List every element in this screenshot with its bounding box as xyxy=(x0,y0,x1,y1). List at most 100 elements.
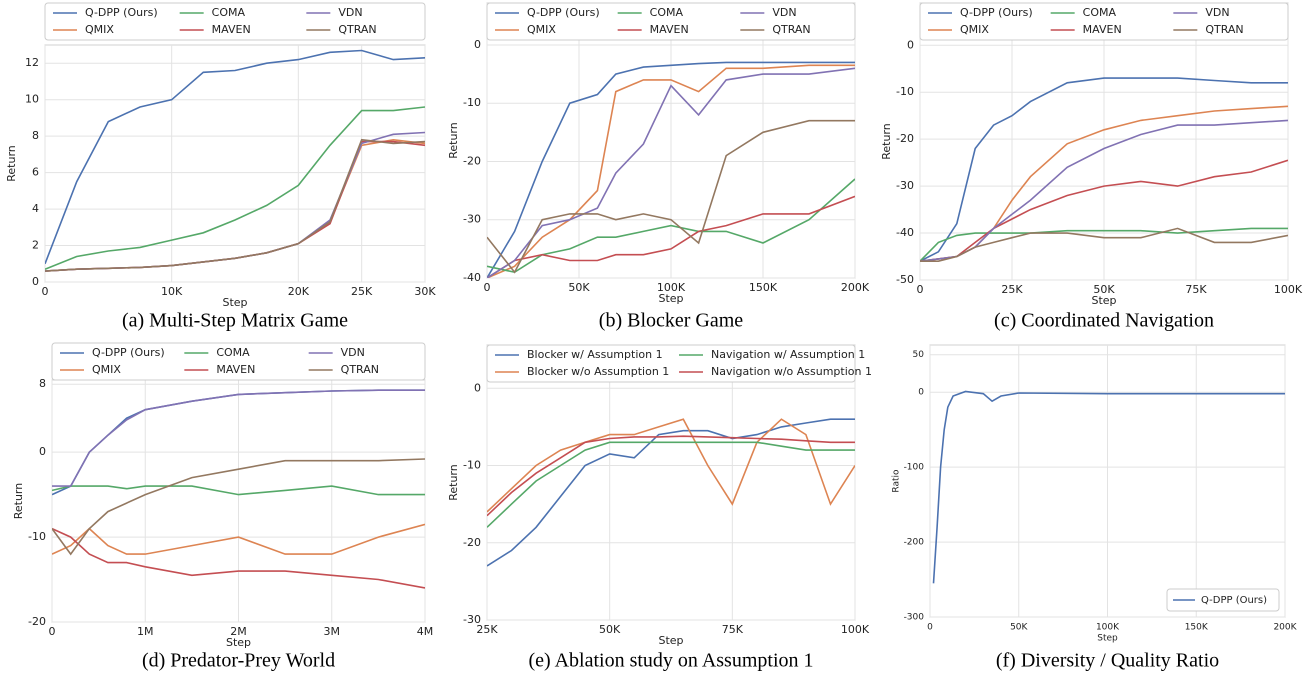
y-tick-label: 0 xyxy=(39,445,46,458)
x-axis-label: Step xyxy=(658,292,683,305)
x-tick-label: 1M xyxy=(137,625,154,638)
legend-label: VDN xyxy=(341,346,365,359)
x-tick-label: 3M xyxy=(324,625,341,638)
x-tick-label: 150K xyxy=(1185,623,1209,633)
series-line xyxy=(487,64,855,278)
series-line xyxy=(45,106,425,270)
x-axis-label: Step xyxy=(658,634,683,647)
x-tick-label: 100K xyxy=(657,281,686,294)
legend-label: MAVEN xyxy=(650,23,689,36)
legend-label: COMA xyxy=(212,6,246,19)
legend-box xyxy=(1166,588,1280,612)
y-tick-label: -300 xyxy=(904,613,925,623)
legend-label: Q-DPP (Ours) xyxy=(85,6,158,19)
panel: 0 2 4 6 8 10 12 0 10K 20K 25K 30K Step Return (a) Mult… xyxy=(5,2,436,332)
legend-label: VDN xyxy=(1205,6,1229,19)
x-tick-label: 0 xyxy=(484,281,491,294)
series-line xyxy=(487,441,855,528)
y-tick-label: -100 xyxy=(904,463,925,473)
x-tick-label: 75K xyxy=(722,623,744,636)
caption: (b) Blocker Game xyxy=(599,310,744,332)
y-tick-label: -30 xyxy=(463,613,481,626)
legend-label: COMA xyxy=(1083,6,1117,19)
x-tick-label: 50K xyxy=(1010,623,1028,633)
y-tick-label: 0 xyxy=(474,381,481,394)
x-tick-label: 50K xyxy=(599,623,621,636)
x-tick-label: 0 xyxy=(927,623,933,633)
caption: (d) Predator-Prey World xyxy=(142,650,335,672)
y-tick-label: -20 xyxy=(28,615,46,628)
legend-label: QTRAN xyxy=(341,363,379,376)
series-line xyxy=(52,389,425,487)
x-tick-label: 200K xyxy=(841,281,870,294)
y-tick-label: -10 xyxy=(463,96,481,109)
y-tick-label: -20 xyxy=(463,154,481,167)
y-tick-label: 12 xyxy=(25,56,39,69)
y-tick-label: 50 xyxy=(913,350,925,360)
x-tick-label: 100K xyxy=(1096,623,1120,633)
legend-box xyxy=(486,344,856,383)
series-line xyxy=(487,67,855,278)
legend-label: VDN xyxy=(338,6,362,19)
y-tick-label: 0 xyxy=(32,275,39,288)
y-tick-label: -10 xyxy=(28,530,46,543)
series-line xyxy=(920,77,1288,262)
y-tick-label: 0 xyxy=(907,38,914,51)
y-axis-label: Ratio xyxy=(892,469,902,493)
series-line xyxy=(52,527,425,589)
series-line xyxy=(52,523,425,555)
legend-label: COMA xyxy=(650,6,684,19)
y-tick-label: -200 xyxy=(904,538,925,548)
x-tick-label: 25K xyxy=(351,285,373,298)
series-line xyxy=(932,390,1285,584)
series-line xyxy=(52,458,425,556)
legend-label: MAVEN xyxy=(1083,23,1122,36)
legend-label: Q-DPP (Ours) xyxy=(92,346,165,359)
x-tick-label: 50K xyxy=(1093,283,1115,296)
y-tick-label: 6 xyxy=(32,166,39,179)
y-tick-label: 0 xyxy=(474,38,481,51)
plot-area xyxy=(44,44,426,283)
legend-label: QMIX xyxy=(960,23,989,36)
series-line xyxy=(920,227,1288,262)
plot-area xyxy=(486,344,856,621)
y-tick-label: 4 xyxy=(32,202,39,215)
legend-label: MAVEN xyxy=(216,363,255,376)
x-tick-label: 25K xyxy=(1001,283,1023,296)
x-tick-label: 100K xyxy=(841,623,870,636)
x-tick-label: 25K xyxy=(476,623,498,636)
legend-label: Blocker w/ Assumption 1 xyxy=(527,348,663,361)
x-axis-label: Step xyxy=(222,296,247,309)
caption: (e) Ablation study on Assumption 1 xyxy=(529,650,814,672)
legend-label: Navigation w/ Assumption 1 xyxy=(711,348,865,361)
legend-label: Q-DPP (Ours) xyxy=(960,6,1033,19)
series-line xyxy=(920,227,1288,262)
legend-label: QTRAN xyxy=(338,23,376,36)
x-tick-label: 0 xyxy=(42,285,49,298)
x-tick-label: 10K xyxy=(161,285,183,298)
series-line xyxy=(487,119,855,274)
series-line xyxy=(487,61,855,278)
x-tick-label: 4M xyxy=(417,625,434,638)
x-tick-label: 50K xyxy=(568,281,590,294)
legend-label: QMIX xyxy=(92,363,121,376)
y-tick-label: -40 xyxy=(896,226,914,239)
x-tick-label: 30K xyxy=(414,285,436,298)
y-tick-label: 2 xyxy=(32,239,39,252)
caption: (f) Diversity / Quality Ratio xyxy=(996,650,1219,672)
x-axis-label: Step xyxy=(1091,294,1116,307)
y-tick-label: 10 xyxy=(25,93,39,106)
y-tick-label: 8 xyxy=(32,129,39,142)
legend-label: MAVEN xyxy=(212,23,251,36)
caption: (c) Coordinated Navigation xyxy=(994,310,1214,332)
series-line xyxy=(487,435,855,517)
y-tick-label: -40 xyxy=(463,271,481,284)
series-line xyxy=(45,49,425,265)
y-tick-label: 0 xyxy=(918,388,924,398)
legend-label: Q-DPP (Ours) xyxy=(527,6,600,19)
y-tick-label: -30 xyxy=(463,213,481,226)
series-line xyxy=(487,418,855,513)
